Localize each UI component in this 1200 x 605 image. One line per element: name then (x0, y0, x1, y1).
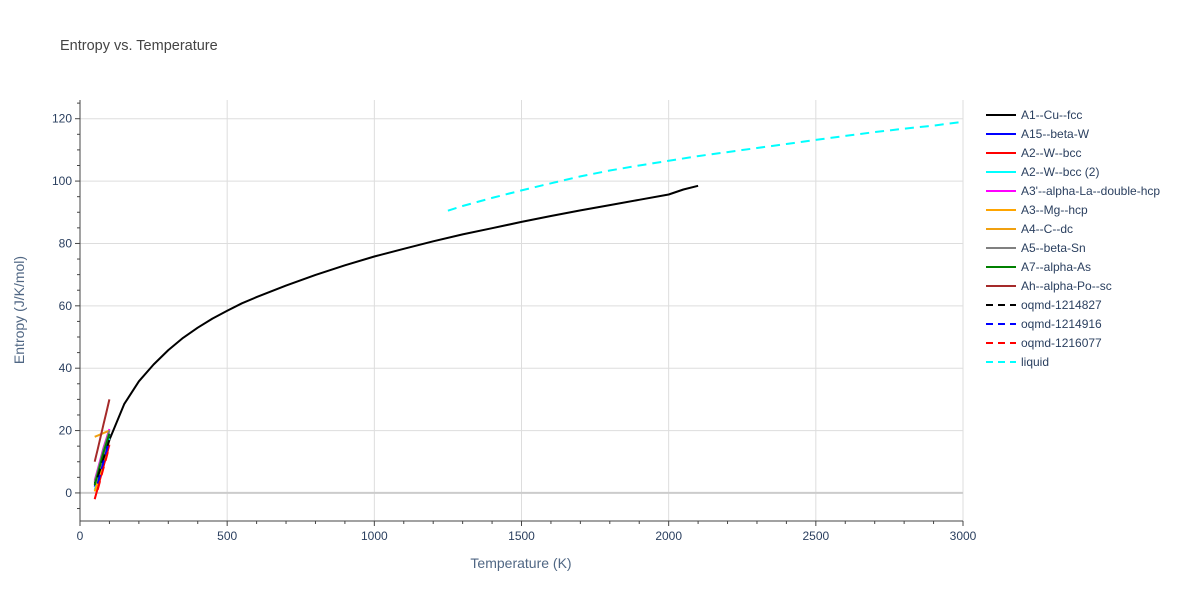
legend-label: A5--beta-Sn (1021, 241, 1086, 255)
axis-layer: 0 500 1000 1500 2000 2500 3000 0 20 40 60 80 100 120 (52, 100, 977, 543)
legend-label: A1--Cu--fcc (1021, 108, 1082, 122)
legend-item-a7-alpha-as[interactable]: A7--alpha-As (986, 260, 1091, 274)
legend-label: A3'--alpha-La--double-hcp (1021, 184, 1160, 198)
series-line-a1-cu-fcc (93, 184, 699, 484)
x-tick-label: 2000 (655, 529, 682, 543)
y-tick-label: 80 (59, 236, 73, 250)
legend-item-oqmd-1216077[interactable]: oqmd-1216077 (986, 336, 1102, 350)
legend-label: oqmd-1214827 (1021, 298, 1102, 312)
y-tick-label: 0 (65, 486, 72, 500)
y-tick-label: 60 (59, 299, 73, 313)
legend-item-a1-cu-fcc[interactable]: A1--Cu--fcc (986, 108, 1082, 122)
legend-label: A7--alpha-As (1021, 260, 1091, 274)
legend[interactable]: A1--Cu--fcc A15--beta-W A2--W--bcc A2--W--b… (986, 108, 1160, 369)
legend-label: A2--W--bcc (2) (1021, 165, 1099, 179)
legend-item-oqmd-1214827[interactable]: oqmd-1214827 (986, 298, 1102, 312)
y-tick-label: 120 (52, 112, 72, 126)
x-tick-label: 3000 (950, 529, 977, 543)
legend-item-a5-beta-sn[interactable]: A5--beta-Sn (986, 241, 1086, 255)
legend-item-a4-c-dc[interactable]: A4--C--dc (986, 222, 1073, 236)
legend-label: Ah--alpha-Po--sc (1021, 279, 1112, 293)
legend-item-oqmd-1214916[interactable]: oqmd-1214916 (986, 317, 1102, 331)
x-axis-title: Temperature (K) (470, 555, 571, 571)
y-axis-title: Entropy (J/K/mol) (11, 256, 27, 364)
x-tick-label: 0 (77, 529, 84, 543)
series-line-oqmd-1214916 (96, 439, 111, 484)
legend-item-a2-w-bcc[interactable]: A2--W--bcc (986, 146, 1081, 160)
y-tick-label: 100 (52, 174, 72, 188)
legend-label: A2--W--bcc (1021, 146, 1081, 160)
legend-label: oqmd-1216077 (1021, 336, 1102, 350)
x-tick-label: 500 (217, 529, 237, 543)
legend-item-a3-alpha-la-double-hcp[interactable]: A3'--alpha-La--double-hcp (986, 184, 1160, 198)
legend-label: A15--beta-W (1021, 127, 1090, 141)
series-layer (93, 120, 964, 500)
y-tick-label: 20 (59, 424, 73, 438)
series-line-ah-alpha-po-sc (93, 399, 111, 462)
y-tick-label: 40 (59, 361, 73, 375)
x-tick-label: 1000 (361, 529, 388, 543)
series-line-oqmd-1216077 (96, 445, 111, 491)
legend-label: A4--C--dc (1021, 222, 1073, 236)
legend-item-a2-w-bcc-2[interactable]: A2--W--bcc (2) (986, 165, 1099, 179)
grid-layer (80, 100, 964, 521)
chart-title: Entropy vs. Temperature (60, 38, 218, 54)
legend-item-ah-alpha-po-sc[interactable]: Ah--alpha-Po--sc (986, 279, 1112, 293)
series-line-liquid (447, 120, 964, 212)
legend-item-liquid[interactable]: liquid (986, 355, 1049, 369)
legend-item-a3-mg-hcp[interactable]: A3--Mg--hcp (986, 203, 1088, 217)
x-tick-label: 2500 (802, 529, 829, 543)
x-tick-label: 1500 (508, 529, 535, 543)
legend-label: A3--Mg--hcp (1021, 203, 1088, 217)
legend-label: liquid (1021, 355, 1049, 369)
legend-item-a15-beta-w[interactable]: A15--beta-W (986, 127, 1090, 141)
legend-label: oqmd-1214916 (1021, 317, 1102, 331)
